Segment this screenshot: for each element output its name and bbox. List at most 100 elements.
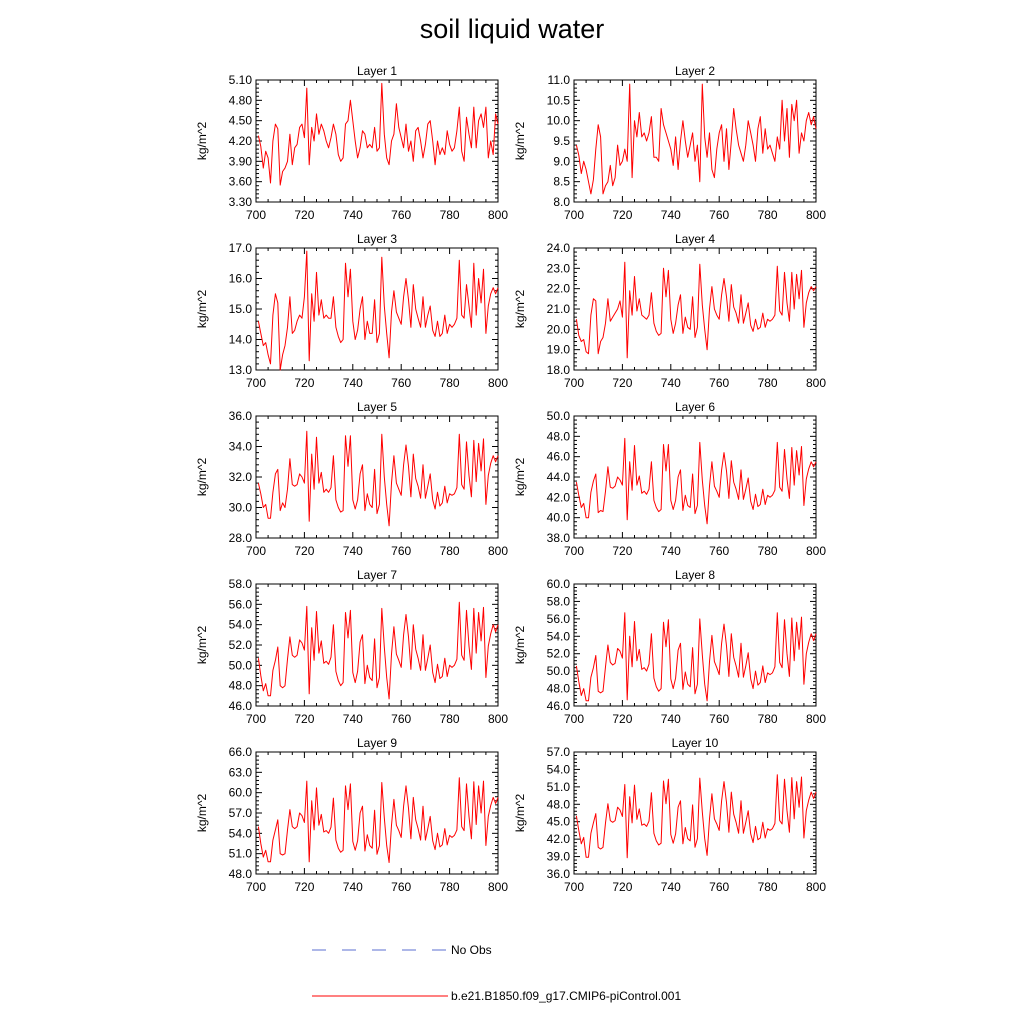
- y-tick-label: 3.30: [229, 195, 253, 209]
- y-tick-label: 56.0: [229, 597, 253, 611]
- y-tick-label: 9.0: [553, 154, 570, 168]
- x-tick-label: 800: [488, 376, 508, 390]
- x-tick-label: 740: [343, 880, 363, 894]
- series-line: [257, 250, 499, 371]
- y-tick-label: 52.0: [547, 647, 571, 661]
- x-tick-label: 760: [391, 880, 411, 894]
- x-tick-label: 700: [246, 208, 266, 222]
- x-tick-label: 780: [758, 880, 778, 894]
- chart-title: Layer 3: [357, 232, 397, 246]
- x-tick-label: 800: [806, 712, 826, 726]
- y-tick-label: 4.20: [229, 134, 253, 148]
- x-tick-label: 720: [612, 376, 632, 390]
- x-tick-label: 760: [391, 208, 411, 222]
- chart-title: Layer 9: [357, 736, 397, 750]
- y-tick-label: 22.0: [547, 282, 571, 296]
- y-tick-label: 17.0: [229, 241, 253, 255]
- x-tick-label: 780: [440, 208, 460, 222]
- y-axis-label: kg/m^2: [195, 626, 209, 665]
- x-tick-label: 800: [488, 544, 508, 558]
- y-tick-label: 66.0: [229, 745, 253, 759]
- x-tick-label: 780: [758, 544, 778, 558]
- y-tick-label: 51.0: [229, 847, 253, 861]
- chart-8: Layer 8 kg/m^2 700 720 740 760 780 800 46.0 48.0 5…: [513, 568, 826, 726]
- plot-frame: [255, 79, 499, 203]
- x-tick-label: 800: [488, 208, 508, 222]
- legend-label: No Obs: [451, 943, 492, 957]
- x-tick-label: 760: [391, 712, 411, 726]
- y-axis-label: kg/m^2: [195, 290, 209, 329]
- y-tick-label: 54.0: [229, 826, 253, 840]
- y-tick-label: 48.0: [229, 867, 253, 881]
- x-tick-label: 800: [806, 376, 826, 390]
- x-tick-label: 740: [343, 712, 363, 726]
- x-tick-label: 700: [246, 376, 266, 390]
- y-tick-label: 30.0: [229, 501, 253, 515]
- y-tick-label: 3.60: [229, 175, 253, 189]
- x-tick-label: 800: [488, 880, 508, 894]
- y-tick-label: 13.0: [229, 363, 253, 377]
- x-tick-label: 720: [294, 376, 314, 390]
- y-tick-label: 19.0: [547, 343, 571, 357]
- y-tick-label: 9.5: [553, 134, 570, 148]
- y-tick-label: 54.0: [547, 762, 571, 776]
- y-tick-label: 8.0: [553, 195, 570, 209]
- chart-3: Layer 3 kg/m^2 700 720 740 760 780 800 13.0 14.0 1…: [195, 232, 508, 390]
- page-title: soil liquid water: [419, 14, 605, 44]
- y-tick-label: 23.0: [547, 261, 571, 275]
- series-line: [575, 83, 817, 195]
- y-tick-label: 42.0: [547, 832, 571, 846]
- y-tick-label: 11.0: [548, 73, 571, 87]
- x-tick-label: 700: [564, 712, 584, 726]
- y-tick-label: 45.0: [547, 815, 571, 829]
- x-tick-label: 740: [661, 544, 681, 558]
- y-tick-label: 3.90: [229, 154, 253, 168]
- y-tick-label: 50.0: [547, 409, 571, 423]
- chart-title: Layer 5: [357, 400, 397, 414]
- y-tick-label: 42.0: [547, 490, 571, 504]
- y-tick-label: 10.5: [547, 93, 571, 107]
- y-tick-label: 24.0: [547, 241, 571, 255]
- chart-10: Layer 10 kg/m^2 700 720 740 760 780 800 36.0 39.0…: [513, 736, 826, 894]
- y-tick-label: 58.0: [547, 594, 571, 608]
- y-tick-label: 56.0: [547, 612, 571, 626]
- chart-4: Layer 4 kg/m^2 700 720 740 760 780 800 18.0 19.0 2…: [513, 232, 826, 390]
- x-tick-label: 780: [758, 376, 778, 390]
- x-tick-label: 760: [709, 208, 729, 222]
- y-tick-label: 36.0: [229, 409, 253, 423]
- y-tick-label: 5.10: [229, 73, 253, 87]
- x-tick-label: 700: [246, 712, 266, 726]
- chart-title: Layer 4: [675, 232, 715, 246]
- x-tick-label: 740: [343, 544, 363, 558]
- x-tick-label: 700: [564, 880, 584, 894]
- x-tick-label: 800: [488, 712, 508, 726]
- plot-frame: [255, 751, 499, 875]
- chart-1: Layer 1 kg/m^2 700 720 740 760 780 800 3.30 3.60 3…: [195, 64, 508, 222]
- legend-item: b.e21.B1850.f09_g17.CMIP6-piControl.001: [312, 989, 681, 1003]
- legend-label: b.e21.B1850.f09_g17.CMIP6-piControl.001: [451, 989, 681, 1003]
- x-tick-label: 760: [709, 376, 729, 390]
- x-tick-label: 800: [806, 544, 826, 558]
- x-tick-label: 740: [661, 376, 681, 390]
- y-tick-label: 32.0: [229, 470, 253, 484]
- y-axis-label: kg/m^2: [513, 458, 527, 497]
- y-tick-label: 48.0: [547, 682, 571, 696]
- series-line: [575, 437, 817, 525]
- plot-frame: [573, 415, 817, 539]
- chart-title: Layer 7: [357, 568, 397, 582]
- y-tick-label: 39.0: [547, 850, 571, 864]
- y-axis-label: kg/m^2: [195, 794, 209, 833]
- x-tick-label: 740: [343, 376, 363, 390]
- y-tick-label: 51.0: [547, 780, 571, 794]
- chart-5: Layer 5 kg/m^2 700 720 740 760 780 800 28.0 30.0 3…: [195, 400, 508, 558]
- x-tick-label: 700: [564, 544, 584, 558]
- x-tick-label: 780: [440, 712, 460, 726]
- y-tick-label: 46.0: [547, 699, 571, 713]
- series-line: [257, 777, 499, 863]
- y-tick-label: 21.0: [547, 302, 571, 316]
- y-tick-label: 54.0: [547, 629, 571, 643]
- x-tick-label: 760: [709, 880, 729, 894]
- y-axis-label: kg/m^2: [195, 122, 209, 161]
- x-tick-label: 720: [612, 712, 632, 726]
